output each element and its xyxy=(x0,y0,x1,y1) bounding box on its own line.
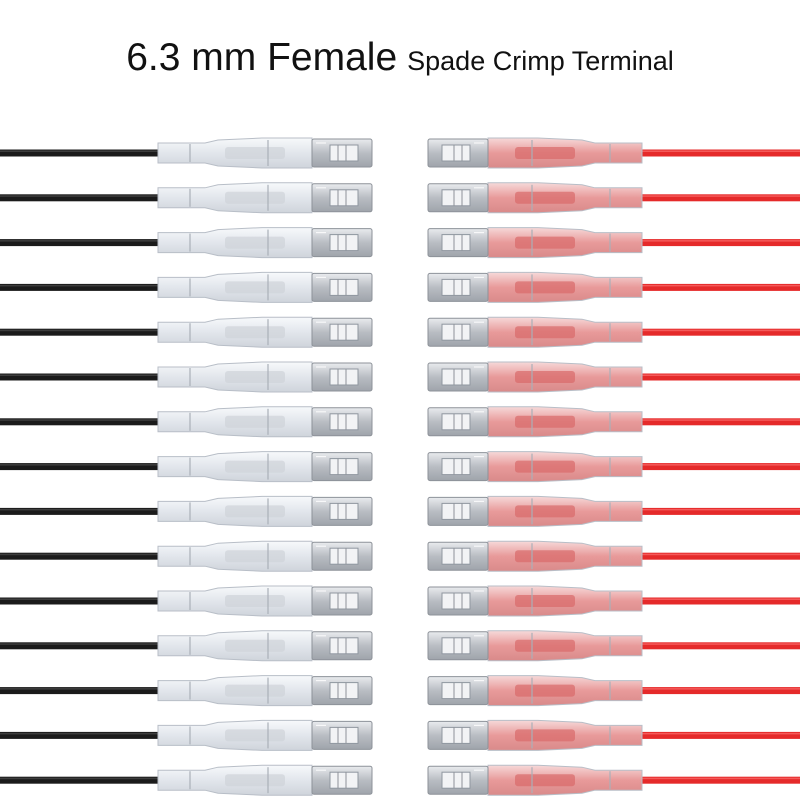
right-terminal xyxy=(427,585,800,617)
left-terminal xyxy=(0,406,373,438)
right-terminal xyxy=(427,361,800,393)
right-terminal xyxy=(427,451,800,483)
wire xyxy=(630,283,800,291)
left-terminal xyxy=(0,764,373,796)
wire xyxy=(0,463,170,471)
title: 6.3 mm Female Spade Crimp Terminal xyxy=(0,36,800,80)
right-terminal xyxy=(427,675,800,707)
wire xyxy=(630,507,800,515)
wire xyxy=(0,283,170,291)
wire xyxy=(630,149,800,157)
left-terminal xyxy=(0,451,373,483)
wire xyxy=(630,687,800,695)
right-terminal xyxy=(427,630,800,662)
wire xyxy=(0,507,170,515)
right-terminals xyxy=(427,137,800,796)
right-terminal xyxy=(427,227,800,259)
wire xyxy=(630,463,800,471)
right-terminal xyxy=(427,316,800,348)
left-terminal xyxy=(0,137,373,169)
left-terminal xyxy=(0,540,373,572)
right-terminal xyxy=(427,495,800,527)
wire xyxy=(630,642,800,650)
right-terminal xyxy=(427,182,800,214)
wire xyxy=(0,776,170,784)
left-terminal xyxy=(0,316,373,348)
right-terminal xyxy=(427,719,800,751)
left-terminal xyxy=(0,495,373,527)
wire xyxy=(0,194,170,202)
wire xyxy=(0,642,170,650)
wire xyxy=(630,373,800,381)
right-terminal xyxy=(427,406,800,438)
left-terminals xyxy=(0,137,373,796)
wire xyxy=(630,776,800,784)
wire xyxy=(0,239,170,247)
right-terminal xyxy=(427,764,800,796)
wire xyxy=(0,328,170,336)
left-terminal xyxy=(0,361,373,393)
wire xyxy=(630,194,800,202)
right-terminal xyxy=(427,540,800,572)
left-terminal xyxy=(0,271,373,303)
title-sub: Spade Crimp Terminal xyxy=(407,46,674,76)
wire xyxy=(0,687,170,695)
wire xyxy=(0,149,170,157)
wire xyxy=(630,552,800,560)
wire xyxy=(0,731,170,739)
left-terminal xyxy=(0,227,373,259)
wire xyxy=(630,328,800,336)
left-terminal xyxy=(0,675,373,707)
wire xyxy=(630,418,800,426)
left-terminal xyxy=(0,719,373,751)
wire xyxy=(0,373,170,381)
title-main: 6.3 mm Female xyxy=(126,36,398,79)
wire xyxy=(630,731,800,739)
wire xyxy=(0,597,170,605)
left-terminal xyxy=(0,182,373,214)
right-terminal xyxy=(427,271,800,303)
wire xyxy=(630,239,800,247)
wire xyxy=(0,552,170,560)
wire xyxy=(0,418,170,426)
wire xyxy=(630,597,800,605)
left-terminal xyxy=(0,585,373,617)
right-terminal xyxy=(427,137,800,169)
left-terminal xyxy=(0,630,373,662)
